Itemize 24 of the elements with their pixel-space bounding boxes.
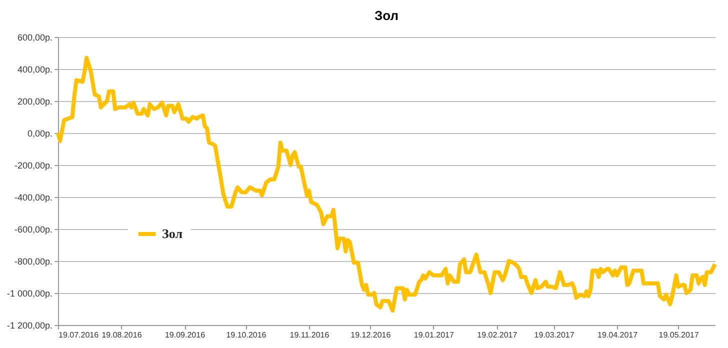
- y-tick-label: 200,00р.: [17, 96, 52, 106]
- y-tick-label: -600,00р.: [14, 224, 52, 234]
- x-tick-label: 19.07.2016: [58, 330, 100, 340]
- x-tick-label: 19.12.2016: [350, 330, 392, 340]
- x-tick-label: 19.08.2016: [102, 330, 142, 340]
- x-tick-label: 19.02.2017: [477, 330, 518, 340]
- y-tick-label: 400,00р.: [17, 64, 52, 74]
- x-tick-label: 19.11.2016: [290, 330, 330, 340]
- x-tick-label: 19.10.2016: [226, 330, 267, 340]
- x-tick-label: 19.09.2016: [164, 330, 206, 340]
- x-tick-label: 19.03.2017: [534, 330, 575, 340]
- x-tick-label: 19.04.2017: [598, 330, 638, 340]
- chart-title: Зол: [374, 8, 399, 23]
- x-tick-label: 19.01.2017: [414, 330, 454, 340]
- y-tick-label: -400,00р.: [14, 192, 52, 202]
- y-tick-label: -800,00р.: [14, 256, 52, 266]
- y-tick-label: -200,00р.: [14, 160, 52, 170]
- y-tick-label: 0,00р.: [27, 128, 52, 138]
- line-series: [56, 56, 717, 313]
- y-tick-label: -1 000,00р.: [6, 288, 52, 298]
- legend-label: Зол: [162, 226, 182, 241]
- x-tick-label: 19.05.2017: [658, 330, 700, 340]
- y-tick-label: 600,00р.: [17, 32, 52, 42]
- y-tick-label: -1 200,00р.: [6, 320, 52, 330]
